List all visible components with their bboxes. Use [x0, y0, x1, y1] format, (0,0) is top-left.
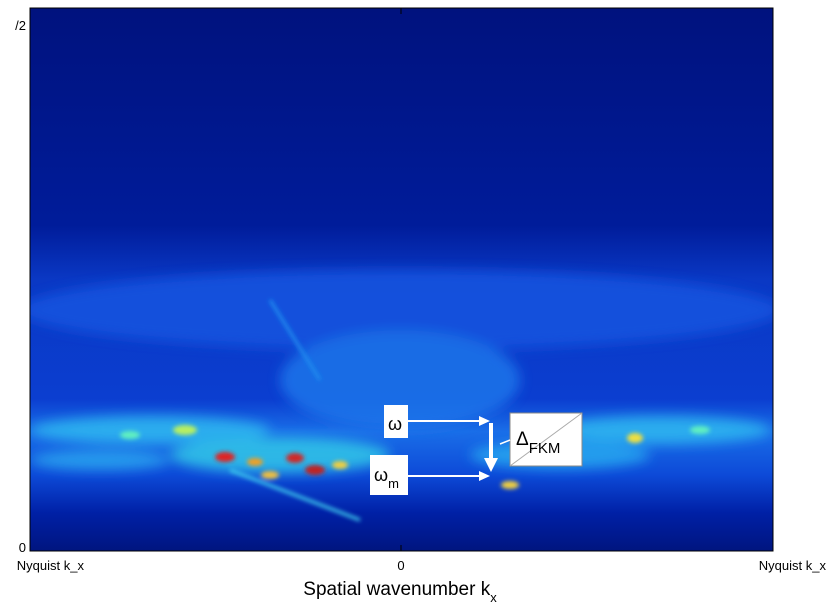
figure: /2 0 Nyquist k_x 0 Nyquist k_x Spatial w… [0, 0, 827, 604]
omega-m-subscript: m [388, 476, 399, 491]
x-tick-label: Nyquist k_x [759, 558, 827, 573]
y-tick-label: 0 [19, 540, 26, 555]
x-tick-label: Nyquist k_x [17, 558, 85, 573]
delta-subscript: FKM [529, 440, 561, 457]
x-axis-label-subscript: x [490, 590, 497, 604]
omega-m-symbol: ω [374, 465, 388, 485]
page: {"plot": { "y_tick_labels": ["/2", "0"],… [0, 0, 827, 604]
x-axis-label: Spatial wavenumber kx [303, 579, 497, 604]
omega-label: ω [388, 414, 402, 434]
y-tick-label: /2 [15, 18, 26, 33]
x-tick-label: 0 [397, 558, 404, 573]
x-axis-label-text: Spatial wavenumber k [303, 579, 490, 600]
delta-symbol: Δ [516, 429, 529, 450]
